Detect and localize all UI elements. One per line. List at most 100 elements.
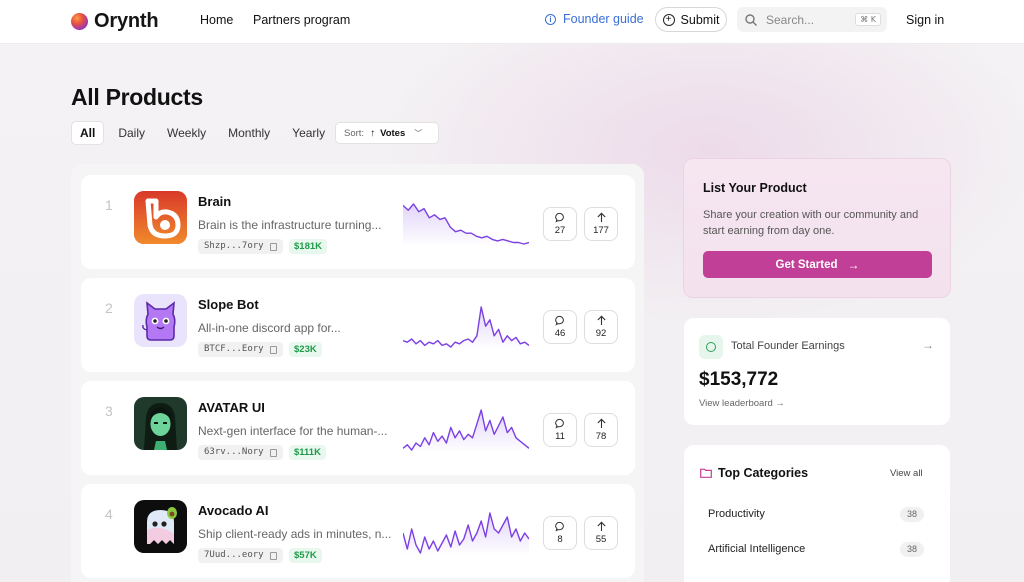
category-count: 38	[900, 542, 924, 557]
search-shortcut-badge: ⌘ K	[855, 13, 881, 26]
plus-circle-icon: +	[662, 13, 675, 26]
product-description: All-in-one discord app for...	[198, 321, 341, 335]
filter-yearly[interactable]: Yearly	[292, 126, 326, 140]
earnings-amount: $153,772	[699, 369, 779, 390]
comment-icon	[554, 315, 564, 326]
list-product-description: Share your creation with our community a…	[703, 209, 919, 237]
sort-value: Votes	[380, 127, 406, 139]
comments-button[interactable]: 11	[543, 413, 577, 447]
sort-label: Sort:	[344, 127, 365, 139]
nav-partners-program[interactable]: Partners program	[253, 13, 351, 27]
comments-button[interactable]: 27	[543, 207, 577, 241]
info-icon: i	[545, 13, 556, 25]
comment-count: 8	[557, 534, 563, 545]
nav-home[interactable]: Home	[200, 13, 234, 27]
sort-dropdown[interactable]: Sort: ↑ Votes ﹀	[335, 122, 439, 144]
product-logo-avatar-ui	[134, 397, 187, 450]
copy-icon	[269, 345, 277, 354]
founder-guide-link[interactable]: i Founder guide	[545, 12, 644, 26]
token-address[interactable]: 7Uud...eory	[198, 548, 283, 563]
folder-icon	[700, 468, 712, 478]
copy-icon	[269, 242, 277, 251]
submit-label: Submit	[680, 12, 720, 27]
arrow-up-icon	[596, 315, 606, 325]
comment-icon	[554, 418, 564, 429]
search-input[interactable]: Search... ⌘ K	[737, 7, 887, 32]
product-description: Brain is the infrastructure turning...	[198, 218, 382, 232]
earnings-label: Total Founder Earnings	[731, 340, 845, 352]
product-card[interactable]: 2 Slope Bot All-in-one discord app for..…	[81, 278, 635, 372]
earnings-badge: $181K	[289, 239, 327, 254]
search-placeholder: Search...	[766, 12, 815, 27]
sparkline-area	[403, 513, 529, 556]
sparkline-area	[403, 307, 529, 350]
token-address-text: Shzp...7ory	[204, 241, 264, 251]
sparkline-line	[403, 306, 529, 348]
filter-all[interactable]: All	[71, 121, 105, 145]
product-card[interactable]: 3 AVATAR UI Next-gen interface for the h…	[81, 381, 635, 475]
copy-icon	[269, 551, 277, 560]
token-address-text: BTCF...Eory	[204, 344, 264, 354]
token-address[interactable]: 63rv...Nory	[198, 445, 283, 460]
page-title: All Products	[71, 84, 203, 110]
product-logo-brain	[134, 191, 187, 244]
coin-icon	[699, 335, 723, 359]
vote-count: 177	[593, 225, 609, 236]
category-count: 38	[900, 507, 924, 522]
upvote-button[interactable]: 177	[584, 207, 618, 241]
product-card[interactable]: 4 Avocado AI Ship client-ready ads in mi…	[81, 484, 635, 578]
earnings-badge: $23K	[289, 342, 322, 357]
upvote-button[interactable]: 78	[584, 413, 618, 447]
product-rank: 1	[105, 197, 113, 213]
product-name[interactable]: Avocado AI	[198, 503, 269, 518]
token-address[interactable]: Shzp...7ory	[198, 239, 283, 254]
sparkline-line	[403, 409, 529, 451]
top-categories-card: Top Categories View all Productivity 38 …	[684, 445, 950, 582]
product-logo-avocado-ai	[134, 500, 187, 553]
filter-daily[interactable]: Daily	[118, 126, 146, 140]
price-sparkline	[403, 306, 529, 350]
category-item[interactable]: Artificial Intelligence	[708, 543, 806, 555]
sparkline-area	[403, 204, 529, 247]
token-address[interactable]: BTCF...Eory	[198, 342, 283, 357]
product-rank: 3	[105, 403, 113, 419]
list-your-product-card: List Your Product Share your creation wi…	[683, 158, 951, 298]
product-rank: 2	[105, 300, 113, 316]
chevron-down-icon: ﹀	[414, 128, 423, 138]
comment-icon	[554, 521, 564, 532]
filter-weekly[interactable]: Weekly	[167, 126, 207, 140]
comments-button[interactable]: 46	[543, 310, 577, 344]
earnings-badge: $111K	[289, 445, 326, 460]
product-rank: 4	[105, 506, 113, 522]
view-all-link[interactable]: View all	[890, 468, 923, 479]
view-leaderboard-link[interactable]: View leaderboard →	[699, 398, 785, 409]
vote-count: 78	[595, 431, 607, 442]
get-started-button[interactable]: Get Started →	[703, 251, 932, 278]
search-icon	[745, 13, 757, 26]
get-started-label: Get Started	[775, 258, 838, 271]
brand-logo[interactable]: Orynth	[71, 10, 159, 33]
filter-monthly[interactable]: Monthly	[228, 126, 271, 140]
sparkline-line	[403, 203, 529, 245]
upvote-button[interactable]: 92	[584, 310, 618, 344]
founder-earnings-card[interactable]: Total Founder Earnings → $153,772 View l…	[684, 318, 950, 425]
arrow-right-icon[interactable]: →	[922, 338, 934, 352]
comment-count: 46	[554, 328, 566, 339]
product-card[interactable]: 1 Brain Brain is the infrastructure turn…	[81, 175, 635, 269]
comments-button[interactable]: 8	[543, 516, 577, 550]
sparkline-line	[403, 512, 529, 554]
token-address-text: 7Uud...eory	[204, 550, 264, 560]
product-name[interactable]: AVATAR UI	[198, 400, 265, 415]
comment-count: 27	[554, 225, 566, 236]
arrow-up-icon	[596, 418, 606, 428]
product-name[interactable]: Slope Bot	[198, 297, 259, 312]
sign-in-link[interactable]: Sign in	[906, 13, 945, 27]
category-item[interactable]: Productivity	[708, 508, 765, 520]
price-sparkline	[403, 203, 529, 247]
comment-icon	[554, 212, 564, 223]
product-name[interactable]: Brain	[198, 194, 232, 209]
orynth-logo-icon	[71, 13, 88, 30]
submit-button[interactable]: + Submit	[655, 7, 727, 32]
token-address-text: 63rv...Nory	[204, 447, 264, 457]
upvote-button[interactable]: 55	[584, 516, 618, 550]
